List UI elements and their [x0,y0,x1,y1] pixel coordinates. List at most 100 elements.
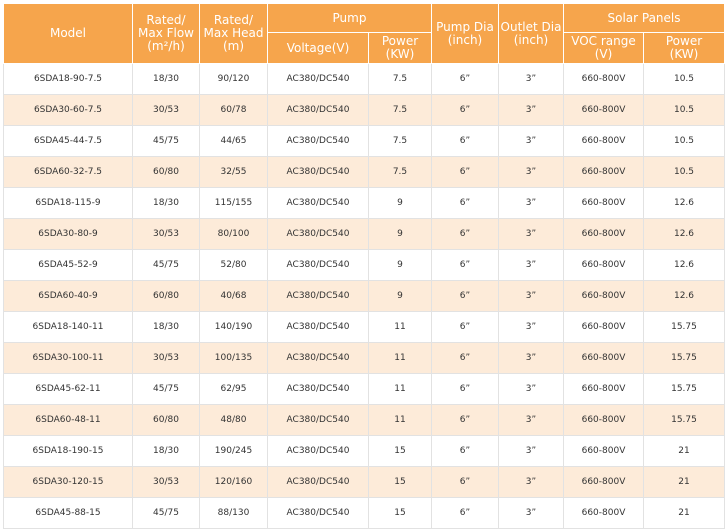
cell-solar-power: 21 [643,435,725,467]
cell-solar-power: 12.6 [643,187,725,219]
cell-voltage: AC380/DC540 [267,218,369,250]
header-solar-panels: Solar Panels [563,3,725,33]
cell-head: 32/55 [199,156,268,188]
cell-pump-dia: 6” [431,404,499,436]
cell-voltage: AC380/DC540 [267,404,369,436]
cell-voltage: AC380/DC540 [267,311,369,343]
header-pump-dia: Pump Dia (inch) [431,3,499,64]
table-row: 6SDA60-32-7.5 60/80 32/55 AC380/DC540 7.5 6” 3… [3,156,725,188]
table-row: 6SDA18-90-7.5 18/30 90/120 AC380/DC540 7.5 6”… [3,63,725,95]
cell-outlet-dia: 3” [498,280,564,312]
table-row: 6SDA60-48-11 60/80 48/80 AC380/DC540 11 6” 3” 6… [3,404,725,436]
table-header: Model Rated/ Max Flow (m²/h) Rated/ Max … [3,3,725,64]
cell-head: 80/100 [199,218,268,250]
cell-pump-power: 7.5 [368,156,432,188]
cell-solar-power: 12.6 [643,218,725,250]
cell-pump-power: 11 [368,311,432,343]
table-row: 6SDA30-80-9 30/53 80/100 AC380/DC540 9 6” 3” 66… [3,218,725,250]
table-row: 6SDA45-44-7.5 45/75 44/65 AC380/DC540 7.5 6” 3… [3,125,725,157]
cell-pump-power: 9 [368,218,432,250]
cell-solar-power: 21 [643,466,725,498]
cell-voltage: AC380/DC540 [267,280,369,312]
pump-spec-table: Model Rated/ Max Flow (m²/h) Rated/ Max … [3,3,725,529]
cell-head: 40/68 [199,280,268,312]
cell-pump-power: 11 [368,373,432,405]
cell-solar-power: 12.6 [643,249,725,281]
cell-pump-power: 7.5 [368,63,432,95]
cell-solar-power: 15.75 [643,311,725,343]
cell-flow: 45/75 [132,249,200,281]
cell-model: 6SDA30-120-15 [3,466,133,498]
cell-pump-dia: 6” [431,218,499,250]
cell-flow: 18/30 [132,311,200,343]
cell-voc-range: 660-800V [563,156,644,188]
cell-flow: 30/53 [132,218,200,250]
table-row: 6SDA18-190-15 18/30 190/245 AC380/DC540 15 6”… [3,435,725,467]
cell-model: 6SDA30-80-9 [3,218,133,250]
table-row: 6SDA45-62-11 45/75 62/95 AC380/DC540 11 6” 3” 6… [3,373,725,405]
cell-pump-power: 7.5 [368,125,432,157]
cell-voc-range: 660-800V [563,187,644,219]
cell-solar-power: 10.5 [643,125,725,157]
cell-pump-dia: 6” [431,187,499,219]
table-row: 6SDA30-60-7.5 30/53 60/78 AC380/DC540 7.5 6” 3… [3,94,725,126]
cell-pump-power: 9 [368,280,432,312]
cell-voltage: AC380/DC540 [267,249,369,281]
cell-model: 6SDA18-115-9 [3,187,133,219]
cell-pump-dia: 6” [431,342,499,374]
header-solar-power: Power (KW) [643,32,725,64]
cell-voltage: AC380/DC540 [267,373,369,405]
cell-voc-range: 660-800V [563,466,644,498]
cell-outlet-dia: 3” [498,373,564,405]
cell-model: 6SDA30-60-7.5 [3,94,133,126]
table-row: 6SDA45-52-9 45/75 52/80 AC380/DC540 9 6” 3” 660… [3,249,725,281]
cell-pump-power: 11 [368,404,432,436]
cell-model: 6SDA60-48-11 [3,404,133,436]
table-row: 6SDA18-115-9 18/30 115/155 AC380/DC540 9 6” 3”… [3,187,725,219]
cell-outlet-dia: 3” [498,125,564,157]
cell-pump-power: 9 [368,187,432,219]
cell-pump-dia: 6” [431,466,499,498]
cell-solar-power: 10.5 [643,63,725,95]
header-pump-power: Power (KW) [368,32,432,64]
cell-outlet-dia: 3” [498,218,564,250]
cell-flow: 60/80 [132,404,200,436]
cell-solar-power: 10.5 [643,94,725,126]
cell-voltage: AC380/DC540 [267,435,369,467]
cell-model: 6SDA45-44-7.5 [3,125,133,157]
cell-head: 52/80 [199,249,268,281]
cell-pump-power: 9 [368,249,432,281]
cell-pump-dia: 6” [431,249,499,281]
cell-pump-dia: 6” [431,125,499,157]
cell-outlet-dia: 3” [498,466,564,498]
cell-head: 115/155 [199,187,268,219]
cell-outlet-dia: 3” [498,249,564,281]
cell-solar-power: 15.75 [643,373,725,405]
cell-pump-power: 7.5 [368,94,432,126]
cell-head: 62/95 [199,373,268,405]
cell-voc-range: 660-800V [563,94,644,126]
cell-outlet-dia: 3” [498,156,564,188]
header-flow: Rated/ Max Flow (m²/h) [132,3,200,64]
cell-model: 6SDA30-100-11 [3,342,133,374]
table-row: 6SDA30-100-11 30/53 100/135 AC380/DC540 11 6”… [3,342,725,374]
cell-flow: 30/53 [132,94,200,126]
cell-flow: 30/53 [132,342,200,374]
cell-voltage: AC380/DC540 [267,94,369,126]
cell-pump-dia: 6” [431,373,499,405]
cell-flow: 45/75 [132,497,200,529]
cell-pump-dia: 6” [431,94,499,126]
cell-head: 120/160 [199,466,268,498]
cell-pump-dia: 6” [431,156,499,188]
cell-pump-power: 15 [368,435,432,467]
cell-flow: 60/80 [132,156,200,188]
cell-pump-power: 15 [368,466,432,498]
cell-flow: 45/75 [132,373,200,405]
cell-pump-dia: 6” [431,497,499,529]
cell-flow: 18/30 [132,435,200,467]
cell-head: 48/80 [199,404,268,436]
cell-voc-range: 660-800V [563,218,644,250]
cell-solar-power: 15.75 [643,404,725,436]
cell-flow: 18/30 [132,63,200,95]
cell-model: 6SDA45-52-9 [3,249,133,281]
